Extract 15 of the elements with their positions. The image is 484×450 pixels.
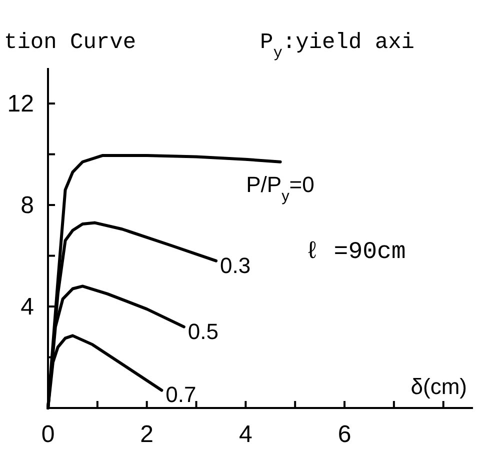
x-tick-label: 0	[41, 421, 55, 448]
series-label: 0.3	[220, 252, 251, 278]
x-tick-label: 2	[140, 421, 154, 448]
y-tick-label: 12	[7, 90, 34, 118]
series-label: 0.5	[188, 318, 218, 344]
chart-subtitle: P$_{y}$:yield axi	[260, 30, 414, 62]
y-tick-label: 8	[20, 192, 34, 220]
series-label: P/P$_{y}$=0	[246, 172, 314, 204]
x-tick-label: 4	[238, 421, 252, 448]
chart-title: tion Curve	[4, 30, 136, 55]
annotation: ℓ =90cm	[305, 239, 406, 266]
series-label: 0.7	[166, 382, 196, 408]
y-tick-label: 4	[20, 294, 34, 321]
x-axis-title: δ(cm)	[410, 374, 467, 399]
x-tick-label: 6	[338, 421, 352, 448]
